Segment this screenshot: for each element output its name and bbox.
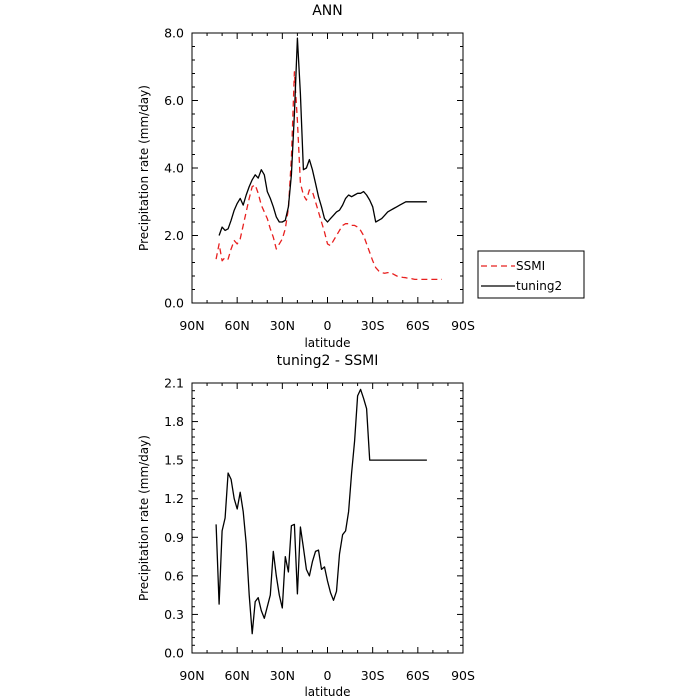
y-tick-label: 8.0 [164,26,184,41]
y-tick-label: 0.9 [164,530,184,545]
y-tick-label: 1.2 [164,491,184,506]
x-tick-label: 90S [451,668,475,683]
x-axis-title: latitude [304,685,350,699]
y-tick-label: 4.0 [164,161,184,176]
plot-frame [191,382,464,654]
chart-panel-ann: ANN latitude Precipitation rate (mm/day)… [137,3,475,350]
legend-label-ssmi: SSMI [516,259,545,273]
legend-label-tuning2: tuning2 [516,279,562,293]
x-axis-title: latitude [304,336,350,350]
x-tick-label: 30N [270,668,295,683]
x-tick-label: 30S [361,668,385,683]
y-tick-label: 0.6 [164,568,184,583]
x-tick-label: 30S [361,318,385,333]
y-axis-title: Precipitation rate (mm/day) [137,85,151,251]
legend: SSMI tuning2 [477,250,585,299]
tick-labels: 90N 60N 30N 0 30S 60S 90S 0.0 2.0 4.0 6.0 8.0 [164,26,475,334]
x-tick-label: 60S [406,668,430,683]
y-tick-label: 0.3 [164,607,184,622]
x-tick-label: 90S [451,318,475,333]
y-tick-label: 6.0 [164,93,184,108]
series-line-tuning2 [218,37,427,236]
x-tick-label: 60N [225,318,250,333]
x-tick-label: 90N [179,318,204,333]
chart-title: ANN [312,3,343,19]
plot-frame [191,32,464,304]
x-tick-label: 60S [406,318,430,333]
x-tick-label: 30N [270,318,295,333]
y-tick-label: 1.5 [164,453,184,468]
x-tick-label: 90N [179,668,204,683]
x-tick-label: 60N [225,668,250,683]
x-tick-label: 0 [324,318,332,333]
chart-panel-difference: tuning2 - SSMI latitude Precipitation ra… [137,353,475,699]
series-lines [215,37,442,281]
series-lines [215,388,427,635]
y-tick-label: 1.8 [164,414,184,429]
legend-box [477,250,585,299]
chart-title: tuning2 - SSMI [277,353,379,369]
y-axis-title: Precipitation rate (mm/day) [137,435,151,601]
y-tick-label: 0.0 [164,646,184,661]
tick-labels: 90N 60N 30N 0 30S 60S 90S 0.0 0.3 0.6 0.9 1.2 1.5 1.8… [164,376,475,684]
x-tick-label: 0 [324,668,332,683]
y-tick-label: 2.0 [164,228,184,243]
series-line-difference [215,388,427,635]
axis-ticks [191,382,464,654]
y-tick-label: 2.1 [164,376,184,391]
y-tick-label: 0.0 [164,296,184,311]
series-line-ssmi [215,71,442,281]
axis-ticks [191,32,464,304]
